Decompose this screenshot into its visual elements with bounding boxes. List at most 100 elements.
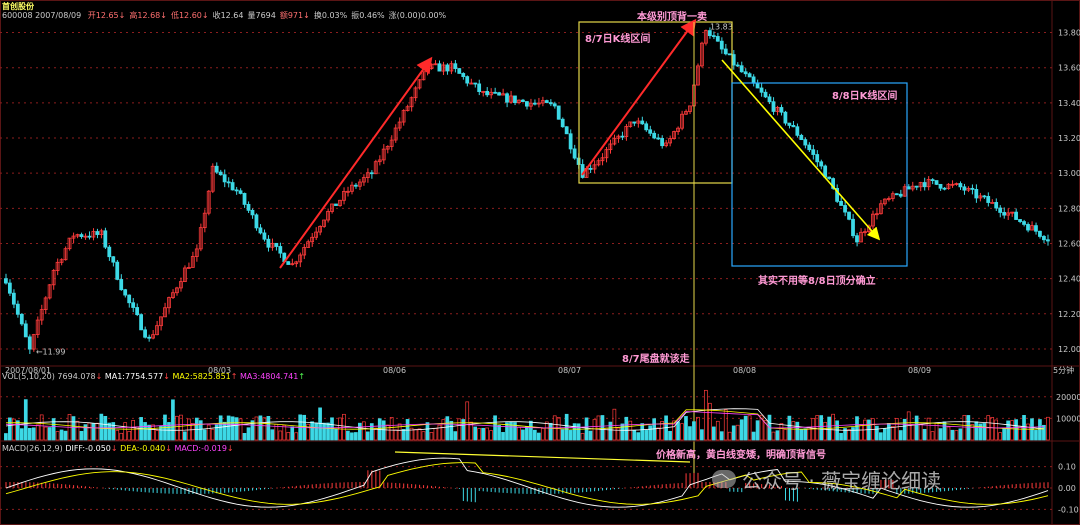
volume-bar: [958, 428, 963, 441]
volume-bar: [540, 428, 545, 441]
candle-body: [791, 125, 796, 128]
volume-bar: [389, 417, 394, 441]
volume-bar: [234, 417, 239, 441]
volume-bar: [588, 430, 593, 441]
candle-body: [871, 213, 875, 227]
candle-body: [306, 241, 311, 248]
volume-bar: [59, 429, 64, 441]
candle-body: [528, 102, 533, 107]
volume-bar: [684, 416, 688, 441]
candle-body: [310, 236, 315, 243]
candle-body: [290, 263, 295, 266]
volume-bar: [270, 429, 275, 441]
stock-name: 首创股份: [2, 2, 34, 11]
candle-body: [206, 190, 211, 214]
volume-bar: [282, 424, 287, 441]
volume-bar: [954, 430, 959, 441]
candle-body: [568, 133, 573, 150]
candle-body: [433, 63, 438, 66]
volume-bar: [39, 414, 44, 441]
candle-body: [286, 261, 291, 265]
volume-bar: [79, 430, 84, 441]
volume-bar: [704, 389, 708, 441]
date-tick-label: 08/03: [208, 366, 231, 375]
volume-bar: [83, 424, 88, 441]
high-price-marker: 13.83: [710, 22, 733, 31]
candle-body: [318, 225, 322, 233]
volume-bar: [23, 399, 28, 441]
quote-item: 低12.60↓: [170, 11, 209, 20]
price-tick-label: 13.80: [1058, 29, 1080, 38]
volume-bar: [262, 417, 267, 441]
price-tick-label: 12.80: [1058, 204, 1080, 213]
macd-title: MACD(26,12,9): [2, 444, 63, 453]
candle-body: [855, 235, 859, 243]
candle-body: [258, 227, 263, 234]
candle-body: [676, 127, 680, 132]
candle-body: [1018, 219, 1022, 222]
volume-bar: [143, 422, 147, 441]
volume-bar: [731, 425, 736, 441]
date-tick-label: 08/07: [558, 366, 581, 375]
candle-body: [715, 36, 720, 42]
volume-bar: [879, 432, 883, 441]
volume-bar: [982, 423, 987, 441]
candle-body: [505, 93, 509, 103]
candle-body: [994, 202, 999, 209]
quote-item: 量7694: [247, 11, 276, 20]
volume-bar: [99, 413, 104, 441]
volume-bar: [326, 422, 330, 441]
annotation-macd-note: 价格新高，黄白线变矮，明确顶背信号: [656, 450, 826, 461]
candle-body: [648, 129, 653, 134]
candle-body: [47, 284, 52, 299]
volume-bar: [779, 423, 784, 441]
candle-body: [278, 246, 283, 254]
volume-bar: [47, 427, 52, 441]
volume-bar: [127, 430, 132, 441]
candle-body: [882, 198, 887, 205]
candle-body: [369, 172, 374, 175]
candle-body: [954, 183, 959, 185]
candle-body: [684, 111, 688, 115]
candle-body: [485, 90, 490, 96]
macd-tick-label: -0.10: [1058, 505, 1079, 514]
candle-body: [4, 278, 8, 284]
candle-body: [230, 182, 235, 191]
volume-bar: [441, 419, 446, 441]
volume-bar: [445, 416, 450, 441]
volume-bar: [35, 424, 40, 441]
candle-body: [1038, 230, 1042, 237]
candle-body: [660, 138, 664, 147]
volume-bar: [210, 428, 215, 441]
candle-body: [859, 231, 863, 243]
volume-bar: [183, 431, 187, 441]
volume-bar: [87, 422, 92, 441]
candle-body: [656, 137, 661, 140]
volume-bar: [799, 429, 804, 441]
candle-body: [723, 48, 728, 55]
price-tick-label: 12.60: [1058, 239, 1080, 248]
candle-body: [178, 281, 183, 289]
volume-bar: [755, 420, 760, 441]
candle-body: [517, 99, 521, 103]
volume-bar: [998, 432, 1003, 441]
volume-bar: [250, 420, 255, 441]
volume-bar: [533, 429, 537, 441]
volume-bar: [696, 416, 700, 441]
annotation-top-title: 本级别顶背一卖: [637, 12, 707, 23]
candle-body: [1010, 211, 1014, 214]
quote-date: 2007/08/09: [35, 11, 82, 20]
candle-body: [377, 159, 382, 163]
volume-bar: [71, 416, 76, 441]
candle-body: [560, 118, 565, 128]
candle-body: [409, 97, 414, 108]
volume-bar: [437, 424, 442, 441]
volume-bar: [513, 422, 517, 441]
candle-body: [751, 76, 756, 84]
candle-body: [636, 120, 641, 124]
candle-body: [707, 30, 712, 37]
volume-bar: [314, 422, 318, 441]
candles-layer: [4, 27, 1050, 354]
volume-bar: [1006, 420, 1010, 441]
volume-bar: [1002, 428, 1006, 441]
